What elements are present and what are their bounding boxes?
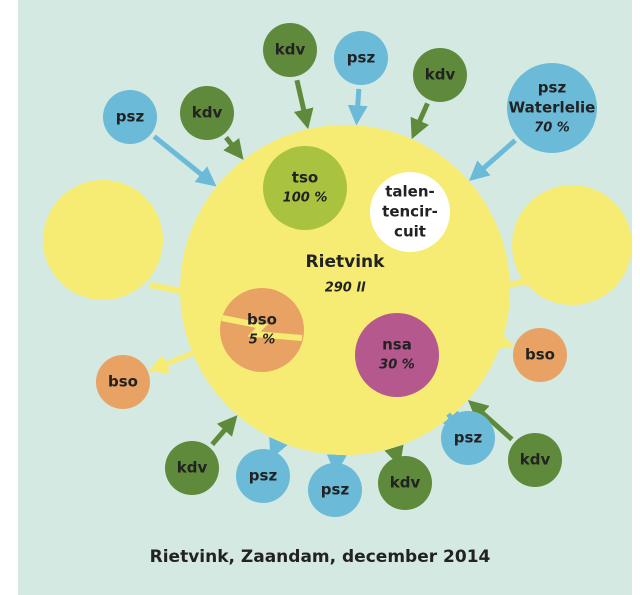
node-label: tso	[292, 169, 318, 187]
node-circle	[263, 23, 317, 77]
node-label: psz	[116, 108, 145, 126]
node-label: kdv	[275, 41, 306, 59]
node-label: Waterlelie	[509, 99, 596, 117]
node-label: psz	[249, 467, 278, 485]
arrow	[347, 88, 368, 126]
node-circle	[96, 355, 150, 409]
node-value: 5 %	[249, 333, 276, 348]
node-label: bso	[525, 346, 555, 364]
node-label: psz	[454, 429, 483, 447]
node-label: kdv	[390, 474, 421, 492]
node-label: kdv	[177, 459, 208, 477]
side-circle	[43, 180, 163, 300]
arrow	[152, 134, 217, 187]
arrow	[468, 138, 517, 182]
node-circle	[308, 463, 362, 517]
node-label: nsa	[382, 336, 412, 354]
node-value: 30 %	[379, 358, 415, 373]
node-circle	[355, 313, 439, 397]
side-circle	[512, 185, 632, 305]
node-label: bso	[108, 373, 138, 391]
node-label: kdv	[192, 104, 223, 122]
arrow	[223, 135, 244, 160]
center-label: Rietvink	[306, 252, 386, 272]
arrow	[147, 348, 199, 374]
node-label: bso	[247, 311, 277, 329]
node-circle	[378, 456, 432, 510]
margin	[632, 0, 640, 595]
node-circle	[441, 411, 495, 465]
arrow	[492, 330, 515, 350]
node-circle	[263, 146, 347, 230]
node-label: talen-	[385, 183, 435, 201]
node-label: psz	[538, 79, 567, 97]
arrow	[210, 415, 238, 447]
arrow	[410, 102, 430, 140]
node-label: kdv	[425, 66, 456, 84]
node-circle	[236, 449, 290, 503]
node-label: kdv	[520, 451, 551, 469]
node-circle	[370, 172, 450, 252]
node-circle	[513, 328, 567, 382]
node-circle	[103, 90, 157, 144]
node-circle	[507, 63, 597, 153]
arrow	[467, 400, 514, 442]
center-value: 290 ll	[325, 281, 366, 296]
nodes: tso 100 % talen-tencir-cuit bso 5 % nsa 30 % kd…	[96, 23, 597, 517]
node-circle	[165, 441, 219, 495]
node-value: 100 %	[283, 191, 328, 206]
title: Rietvink, Zaandam, december 2014	[150, 547, 491, 567]
arrow	[269, 436, 288, 460]
crossing-arrow	[221, 315, 303, 341]
node-circle	[334, 31, 388, 85]
arrows	[147, 79, 517, 475]
node-circle	[413, 48, 467, 102]
node-label: psz	[347, 49, 376, 67]
arrow	[384, 444, 404, 467]
node-label: cuit	[394, 223, 426, 241]
node-circle	[508, 433, 562, 487]
node-circle	[180, 86, 234, 140]
arrow	[293, 79, 314, 130]
node-label: psz	[321, 481, 350, 499]
node-label: tencir-	[382, 203, 438, 221]
node-value: 70 %	[534, 121, 570, 136]
